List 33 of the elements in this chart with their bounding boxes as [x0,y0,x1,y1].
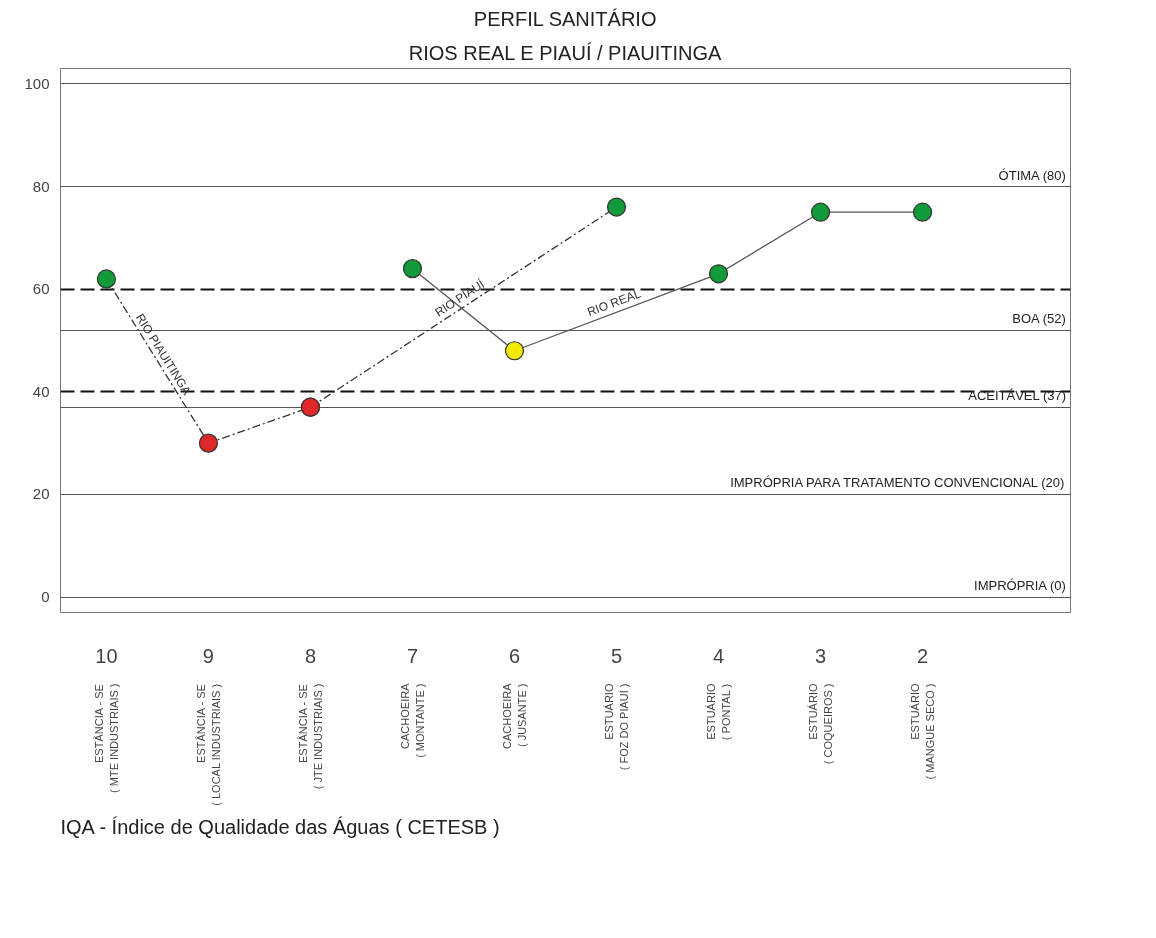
ref-line-label: ÓTIMA (80) [998,167,1066,183]
x-tick-label: 4 [712,644,725,667]
x-tick-label: 6 [508,644,521,667]
chart-subtitle: RIOS REAL E PIAUÍ / PIAUITINGA [408,41,723,64]
x-tick-label: 3 [814,644,827,667]
ref-line-label: IMPRÓPRIA (0) [974,578,1066,594]
x-tick-label: 5 [610,644,623,667]
x-tick-label: 10 [95,644,118,667]
text: ESTUÁRIO ( FOZ DO PIAUÍ ) [603,683,630,771]
ref-line-label: BOA (52) [1012,311,1066,327]
x-tick-label: 8 [304,644,317,667]
x-tick-label: 2 [917,644,929,667]
chart-title: PERFIL SANITÁRIO [473,7,657,30]
y-tick-label: 80 [32,177,50,195]
text: ESTUÁRIO ( PONTAL ) [705,683,732,741]
ref-line-label: ACEITÁVEL (37) [968,388,1067,404]
y-tick-label: 20 [32,485,50,503]
y-tick-label: 60 [32,280,50,298]
text: RIO REAL [585,286,644,320]
x-tick-label: 9 [202,644,214,667]
y-tick-label: 0 [41,588,50,606]
y-tick-label: 100 [24,74,50,92]
ref-line-label: IMPRÓPRIA PARA TRATAMENTO CONVENCIONAL (20) [730,475,1065,491]
text: ESTÂNCIA - SE ( LOCAL INDUSTRIAIS ) [195,683,222,806]
text: ESTÂNCIA - SE ( MTE INDUSTRIAIS ) [93,683,120,793]
x-tick-label: 7 [406,644,419,667]
text: ESTÂNCIA - SE ( JTE INDUSTRIAIS ) [297,683,324,790]
text: CACHOEIRA ( MONTANTE ) [399,682,426,758]
text: ESTUÁRIO ( COQUEIROS ) [807,683,834,765]
text: IQA - Índice de Qualidade das Águas ( CETESB ) [60,815,500,838]
text: CACHOEIRA ( JUSANTE ) [501,682,528,749]
text: ESTUÁRIO ( MANGUE SECO ) [909,683,936,780]
y-tick-label: 40 [32,382,50,400]
